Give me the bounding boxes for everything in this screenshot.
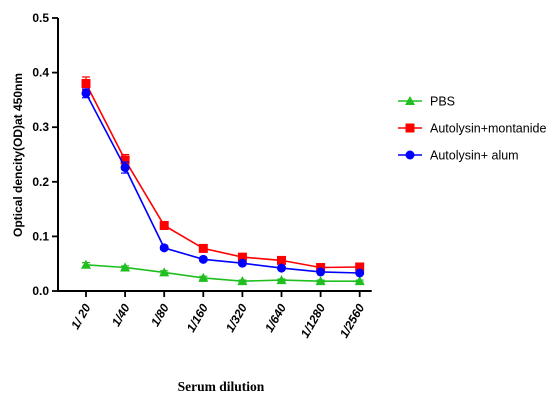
plot-area	[81, 76, 365, 286]
data-point	[81, 259, 91, 269]
legend: PBS Autolysin+montanide Autolysin+ alum	[398, 95, 546, 163]
x-tick-label: 1/ 20	[68, 301, 94, 331]
x-tick-label: 1/640	[262, 301, 289, 334]
data-point	[316, 267, 326, 277]
data-point	[159, 220, 169, 230]
data-point	[277, 255, 286, 265]
data-point	[81, 79, 91, 89]
legend-item: Autolysin+montanide	[398, 122, 546, 136]
y-axis: 0.0 0.1 0.2 0.3 0.4 0.5	[32, 11, 59, 298]
data-point	[159, 243, 169, 253]
data-point	[120, 163, 130, 173]
data-point	[198, 254, 208, 264]
series-line	[85, 92, 360, 274]
legend-marker	[405, 150, 415, 160]
series-pbs	[81, 259, 365, 286]
x-tick-label: 1/160	[184, 301, 211, 334]
x-tick-label: 1/320	[223, 301, 250, 334]
data-point	[355, 262, 365, 272]
data-point	[355, 268, 365, 278]
legend-item: PBS	[398, 95, 455, 109]
series-autolysin-alum	[81, 88, 365, 278]
data-point	[159, 267, 170, 277]
data-point	[277, 263, 286, 273]
data-point	[198, 272, 209, 282]
data-point	[81, 88, 91, 98]
legend-label: Autolysin+montanide	[430, 122, 546, 136]
x-tick-label: 1/2560	[337, 301, 368, 340]
data-point	[237, 276, 248, 286]
data-point	[120, 262, 131, 272]
y-tick-label: 0.1	[32, 229, 49, 243]
y-tick-label: 0.5	[32, 11, 49, 25]
y-tick-label: 0.0	[32, 284, 49, 298]
data-point	[237, 258, 247, 268]
data-point	[354, 276, 365, 286]
y-tick-label: 0.4	[32, 66, 49, 80]
x-axis: 1/ 20 1/40 1/80 1/160 1/320 1/640 1/1280 1/2560	[58, 290, 372, 340]
series-line	[85, 264, 360, 283]
x-tick-label: 1/1280	[298, 301, 329, 340]
series-autolysin-montanide	[81, 76, 365, 273]
series-line	[85, 83, 360, 269]
data-point	[237, 252, 247, 262]
data-point	[120, 155, 130, 165]
legend-item: Autolysin+ alum	[398, 149, 519, 163]
legend-marker	[405, 96, 415, 105]
y-tick-label: 0.2	[32, 175, 49, 189]
x-axis-label: Serum dilution	[178, 379, 265, 394]
legend-label: PBS	[430, 95, 455, 109]
x-tick-label: 1/40	[109, 301, 133, 329]
x-tick-label: 1/80	[148, 301, 172, 329]
data-point	[315, 276, 326, 286]
y-tick-label: 0.3	[32, 120, 49, 134]
legend-label: Autolysin+ alum	[430, 149, 519, 163]
data-point	[276, 275, 287, 285]
y-axis-label: Optical dencity(OD)at 450nm	[11, 73, 25, 237]
data-point	[198, 243, 208, 253]
legend-marker	[405, 123, 415, 133]
